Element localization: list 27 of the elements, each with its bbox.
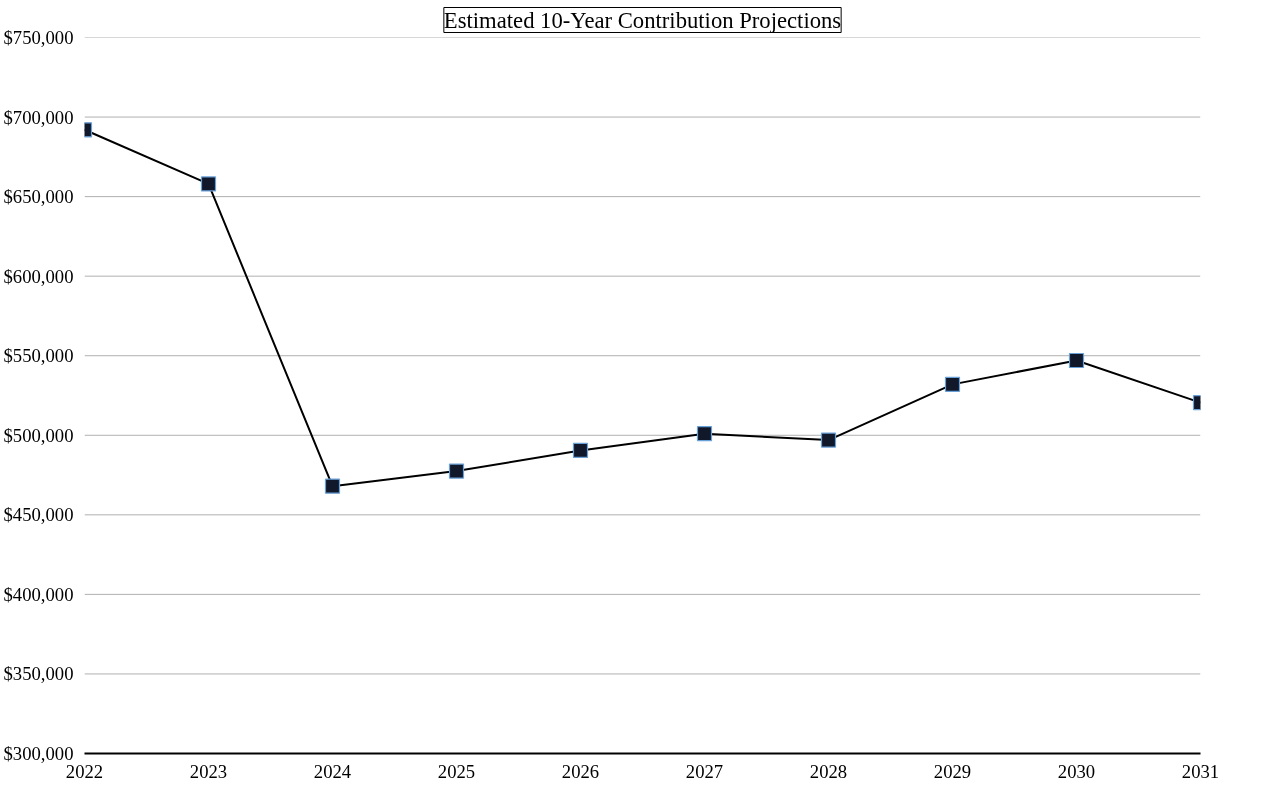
x-tick-label: 2029: [933, 760, 972, 782]
x-tick-label: 2026: [561, 760, 600, 782]
point: [820, 432, 837, 448]
y-tick-label: $400,000: [3, 583, 74, 605]
y-tick-label: $750,000: [3, 27, 74, 48]
x-tick-label: 2025: [437, 760, 476, 782]
x-tick-label: 2031: [1181, 760, 1220, 782]
y-tick-label: $650,000: [3, 186, 74, 208]
x-tick-label: 2027: [685, 760, 724, 782]
point: [572, 442, 589, 458]
point: [1068, 352, 1085, 369]
point: [944, 376, 961, 392]
x-tick-label: 2024: [313, 760, 352, 782]
y-tick-label: $700,000: [3, 106, 74, 128]
point: [324, 478, 341, 494]
chart-title: Estimated 10-Year Contribution Projections: [443, 7, 842, 33]
x-tick-label: 2023: [189, 760, 228, 782]
x-tick-label: 2030: [1057, 760, 1096, 782]
point: [200, 176, 217, 192]
y-tick-label: $500,000: [3, 424, 74, 446]
y-tick-label: $600,000: [3, 265, 74, 287]
x-tick-label: 2028: [809, 760, 848, 782]
y-tick-label: $550,000: [3, 345, 74, 367]
y-tick-label: $350,000: [3, 663, 74, 685]
point: [448, 463, 465, 479]
y-tick-label: $450,000: [3, 504, 74, 526]
point: [696, 426, 713, 442]
